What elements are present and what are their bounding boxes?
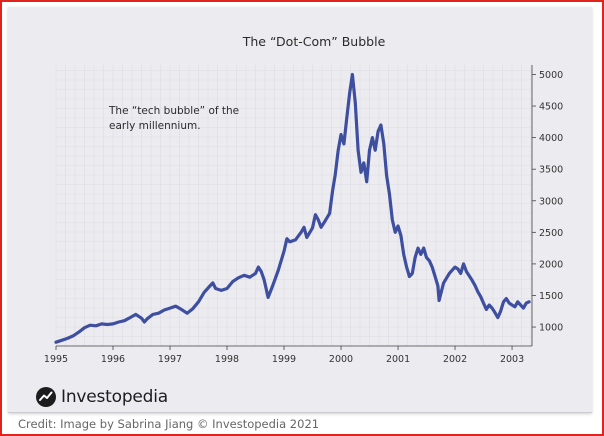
brand-name: Investopedia — [61, 387, 169, 407]
x-tick-label: 1995 — [44, 354, 68, 365]
y-tick-label: 3500 — [539, 165, 563, 176]
x-tick-label: 2002 — [443, 354, 467, 365]
chart-annotation-line-2: early millennium. — [109, 120, 201, 132]
y-tick-label: 1500 — [539, 291, 563, 302]
chart-axes — [56, 65, 533, 347]
brand-logo: Investopedia — [35, 386, 168, 408]
y-tick-label: 4000 — [539, 133, 563, 144]
y-axis-ticks: 1000 1500 2000 2500 3000 3500 4000 4500 5000 — [532, 70, 563, 334]
series-line-0 — [54, 72, 531, 344]
x-tick-label: 1996 — [101, 354, 125, 365]
chart-grid — [55, 65, 532, 347]
x-tick-label: 2001 — [386, 354, 410, 365]
y-tick-label: 2000 — [539, 259, 563, 270]
y-tick-label: 5000 — [539, 70, 563, 81]
y-tick-label: 1000 — [539, 323, 563, 334]
investopedia-logo-icon — [36, 387, 56, 407]
x-axis-ticks: 1995 1996 1997 1998 1999 2000 2001 2002 2003 — [44, 346, 524, 365]
y-tick-label: 2500 — [539, 228, 563, 239]
x-tick-label: 2003 — [500, 354, 524, 365]
y-tick-label: 3000 — [539, 196, 563, 207]
x-tick-label: 1997 — [158, 354, 182, 365]
x-tick-label: 1998 — [215, 354, 239, 365]
x-tick-label: 2000 — [329, 354, 353, 365]
image-credit: Credit: Image by Sabrina Jiang © Investo… — [18, 417, 320, 431]
line-chart: 1995 1996 1997 1998 1999 2000 2001 2002 2003 100… — [44, 34, 563, 365]
chart-card: 1995 1996 1997 1998 1999 2000 2001 2002 2003 100… — [8, 7, 592, 413]
chart-annotation-line-1: The “tech bubble” of the — [108, 105, 239, 117]
series-group — [54, 72, 531, 344]
y-tick-label: 4500 — [539, 102, 563, 113]
x-tick-label: 1999 — [272, 354, 296, 365]
chart-title: The “Dot-Com” Bubble — [242, 34, 386, 49]
